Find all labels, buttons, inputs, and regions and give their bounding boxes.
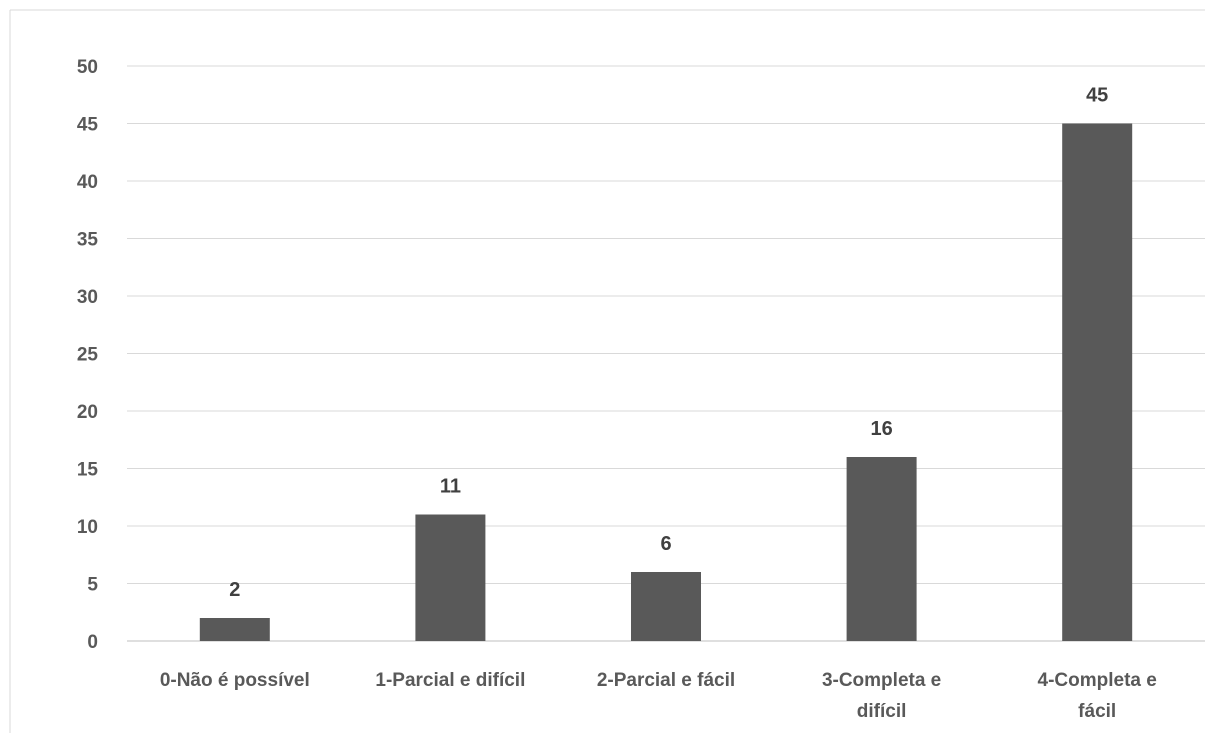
- data-label: 2: [229, 579, 240, 601]
- bar: [199, 618, 270, 641]
- y-tick-label: 40: [77, 172, 98, 193]
- x-category-label: 2-Parcial e fácil: [597, 670, 735, 691]
- y-tick-label: 50: [77, 57, 98, 78]
- x-category-label-line: 4-Completa e: [1038, 670, 1157, 691]
- bar: [846, 457, 917, 641]
- y-tick-label: 10: [77, 517, 98, 538]
- x-category-label: 3-Completa e difícil: [822, 670, 941, 722]
- bar: [415, 514, 486, 641]
- y-axis-tick-labels: 0 5 10 15 20 25 30 35 40 45 50: [77, 57, 99, 653]
- bar: [631, 572, 701, 641]
- x-category-label: 1-Parcial e difícil: [375, 670, 525, 691]
- x-category-label: 0-Não é possível: [160, 670, 310, 691]
- chart-frame: [9, 9, 1205, 733]
- bars: [199, 123, 1133, 641]
- y-tick-label: 25: [77, 345, 99, 366]
- y-tick-label: 30: [77, 287, 98, 308]
- y-tick-label: 0: [87, 632, 98, 653]
- y-tick-label: 35: [77, 230, 99, 251]
- x-category-label-line: difícil: [857, 701, 907, 722]
- y-tick-label: 5: [87, 575, 98, 596]
- y-tick-label: 15: [77, 460, 99, 481]
- data-labels: 2 11 6 16 45: [229, 85, 1108, 602]
- y-tick-label: 45: [77, 115, 99, 136]
- bar: [1062, 123, 1133, 641]
- data-label: 11: [440, 476, 461, 498]
- data-label: 6: [660, 533, 671, 555]
- x-category-label-line: fácil: [1078, 701, 1116, 722]
- x-category-label: 4-Completa e fácil: [1038, 670, 1157, 722]
- x-category-label-line: 1-Parcial e difícil: [375, 670, 525, 691]
- data-label: 16: [870, 418, 892, 440]
- x-category-label-line: 0-Não é possível: [160, 670, 310, 691]
- data-label: 45: [1086, 85, 1108, 107]
- x-axis-category-labels: 0-Não é possível 1-Parcial e difícil 2-Par…: [160, 670, 1157, 722]
- x-category-label-line: 3-Completa e: [822, 670, 941, 691]
- gridlines: [127, 65, 1205, 642]
- x-category-label-line: 2-Parcial e fácil: [597, 670, 735, 691]
- y-tick-label: 20: [77, 402, 98, 423]
